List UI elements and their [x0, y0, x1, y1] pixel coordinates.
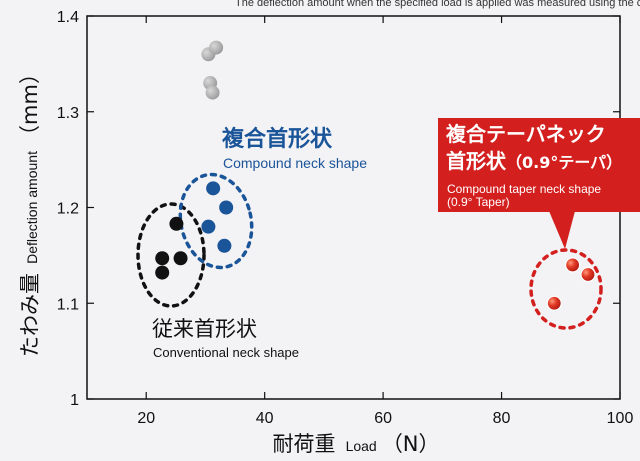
taper-callout: 複合テーパネック 首形状（0.9°テーパ） Compound taper nec…: [438, 118, 640, 249]
compound-point-3: [201, 219, 216, 234]
y-axis-title-jp: たわみ量: [18, 273, 42, 357]
conventional-group-ellipse: [136, 202, 206, 308]
y-axis-title-en: Deflection amount: [24, 151, 40, 264]
compound-label-jp: 複合首形状: [222, 126, 333, 152]
compound-point-2: [219, 200, 234, 215]
y-tick-label-1.2: 1.2: [57, 201, 79, 218]
x-axis-title-unit: （N）: [382, 432, 440, 456]
taper-label-en-line2: (0.9° Taper): [447, 195, 510, 209]
taper-callout-box: [438, 118, 640, 212]
compound-label-en: Compound neck shape: [223, 155, 367, 171]
y-axis-title: たわみ量 Deflection amount （mm）: [18, 63, 42, 357]
x-axis-title: 耐荷重 Load （N）: [272, 432, 439, 456]
conventional-point-2: [155, 265, 170, 280]
conventional-point-1: [155, 251, 170, 266]
x-tick-label-60: 60: [374, 410, 392, 427]
taper-point-2: [580, 266, 596, 283]
taper-label-jp-line2-bold: 首形状: [446, 149, 507, 173]
taper-callout-pointer: [549, 211, 575, 249]
compound-group-ellipse: [178, 172, 254, 270]
taper-point-1: [565, 257, 581, 273]
gray-point-2: [209, 40, 224, 55]
x-axis-title-jp: 耐荷重: [272, 432, 335, 456]
data-points: [155, 40, 596, 311]
conventional-point-4: [173, 251, 188, 266]
axis-ticks: 20 40 60 80 100 1 1.1 1.2 1.3 1.4: [57, 9, 634, 427]
compound-point-1: [206, 181, 221, 196]
taper-label-jp-line2-rest: （0.9°テーパ）: [506, 153, 622, 172]
gray-point-4: [205, 85, 220, 100]
y-tick-label-1.1: 1.1: [57, 296, 79, 313]
taper-point-3: [546, 295, 562, 311]
y-axis-title-unit: （mm）: [18, 63, 42, 146]
taper-group-ellipse: [529, 248, 603, 330]
taper-label-jp-line1: 複合テーパネック: [446, 122, 606, 146]
y-tick-label-1.3: 1.3: [57, 105, 79, 122]
x-axis-title-en: Load: [346, 438, 377, 454]
compound-point-4: [217, 238, 232, 253]
x-tick-label-20: 20: [137, 410, 155, 427]
taper-label-jp-line2: 首形状（0.9°テーパ）: [446, 149, 622, 173]
conventional-label-en: Conventional neck shape: [153, 345, 299, 360]
top-caption: The deflection amount when the specified…: [235, 0, 640, 9]
conventional-label-jp: 従来首形状: [152, 317, 257, 341]
x-tick-label-40: 40: [256, 410, 274, 427]
y-tick-label-1.4: 1.4: [57, 9, 79, 26]
x-tick-label-100: 100: [607, 410, 634, 427]
taper-label-en-line1: Compound taper neck shape: [447, 182, 601, 196]
x-tick-label-80: 80: [493, 410, 511, 427]
y-tick-label-1: 1: [70, 392, 79, 409]
conventional-point-3: [169, 216, 184, 231]
